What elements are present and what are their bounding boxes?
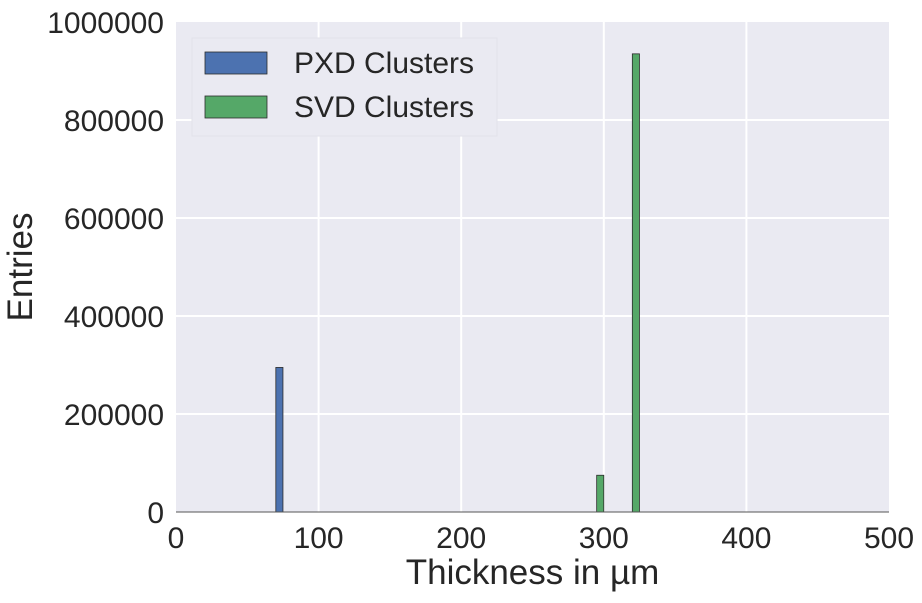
y-axis-label: Entries (1, 213, 40, 322)
bar-series-0 (275, 367, 284, 513)
x-tick-label: 300 (579, 522, 629, 555)
y-tick-label: 1000000 (47, 7, 164, 40)
legend-label: PXD Clusters (294, 47, 474, 80)
x-axis-label: Thickness in µm (406, 553, 660, 592)
bar-series-1 (631, 53, 640, 513)
x-tick-label: 100 (294, 522, 344, 555)
y-tick-label: 200000 (64, 399, 164, 432)
legend: PXD Clusters SVD Clusters (191, 37, 498, 137)
x-tick-label: 0 (168, 522, 185, 555)
y-tick-label: 600000 (64, 203, 164, 236)
x-tick-label: 200 (436, 522, 486, 555)
y-axis-ticks: 0 200000 400000 600000 800000 1000000 (47, 7, 164, 530)
y-tick-label: 400000 (64, 301, 164, 334)
x-tick-label: 400 (721, 522, 771, 555)
legend-swatch (204, 95, 268, 119)
y-tick-label: 0 (147, 497, 164, 530)
legend-label: SVD Clusters (294, 91, 474, 124)
bar-series-1 (596, 474, 605, 513)
x-tick-label: 500 (864, 522, 914, 555)
legend-swatch (204, 51, 268, 75)
x-axis-ticks: 0 100 200 300 400 500 (168, 522, 914, 555)
y-tick-label: 800000 (64, 105, 164, 138)
